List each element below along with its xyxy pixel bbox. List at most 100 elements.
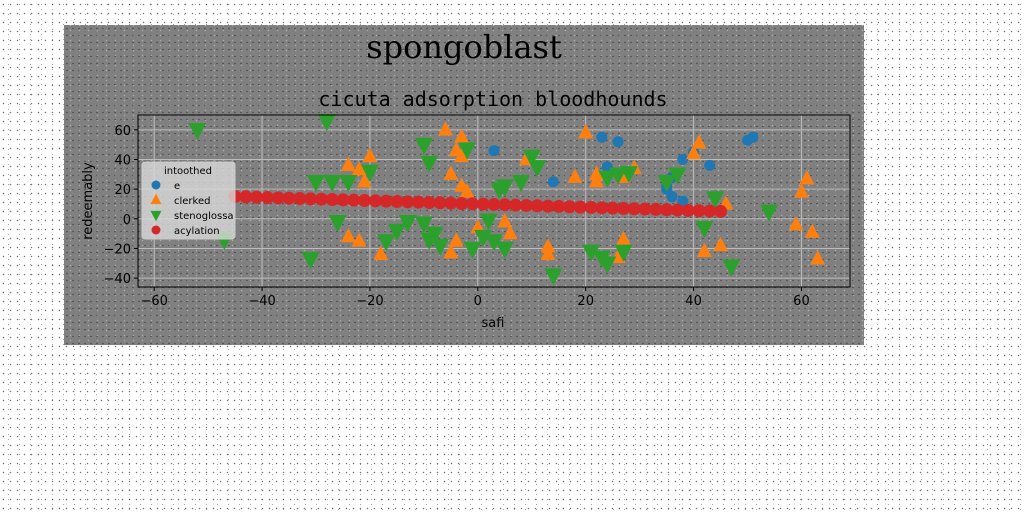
data-point-stenoglossa <box>301 252 320 270</box>
data-point-stenoglossa <box>495 241 514 259</box>
data-point-stenoglossa <box>360 164 379 182</box>
data-point-clerked <box>713 236 729 252</box>
x-tick-label: −20 <box>356 294 383 309</box>
legend: intoothed e clerked stenoglossa acylation <box>141 161 236 240</box>
data-point-stenoglossa <box>657 174 676 193</box>
data-point-stenoglossa <box>582 244 601 262</box>
data-point-acylation <box>552 199 566 213</box>
legend-label-acylation: acylation <box>174 226 220 237</box>
data-point-clerked <box>459 183 475 198</box>
x-tick-label: 40 <box>685 294 702 309</box>
data-point-acylation <box>498 198 512 212</box>
data-point-clerked <box>691 134 707 149</box>
data-point-acylation <box>573 200 587 214</box>
legend-label-e: e <box>174 181 180 192</box>
legend-marker-stenoglossa <box>150 210 162 222</box>
data-point-acylation <box>250 190 264 204</box>
data-point-e <box>547 176 559 188</box>
data-point-stenoglossa <box>328 215 347 233</box>
data-point-clerked <box>567 168 583 183</box>
data-point-clerked <box>443 165 459 180</box>
data-point-stenoglossa <box>317 114 336 132</box>
chart-title: cicuta adsorption bloodhounds <box>318 87 667 111</box>
legend-marker-e <box>151 180 161 190</box>
data-point-clerked <box>497 213 513 228</box>
data-point-acylation <box>714 204 728 218</box>
legend-box <box>141 161 236 240</box>
data-point-acylation <box>444 196 458 210</box>
data-point-stenoglossa <box>474 229 493 247</box>
data-point-clerked <box>443 244 459 259</box>
y-tick-label: 40 <box>114 153 131 168</box>
y-tick-label: 20 <box>114 183 131 198</box>
data-point-stenoglossa <box>528 160 547 178</box>
data-point-e <box>612 136 624 148</box>
data-point-stenoglossa <box>695 220 714 239</box>
data-point-e <box>596 131 608 143</box>
data-point-acylation <box>358 194 372 208</box>
data-point-acylation <box>422 195 436 209</box>
data-point-acylation <box>649 202 663 216</box>
data-point-acylation <box>660 203 674 217</box>
data-point-acylation <box>703 204 717 218</box>
data-point-acylation <box>509 198 523 212</box>
data-point-clerked <box>454 128 470 143</box>
data-point-acylation <box>692 204 706 218</box>
legend-title: intoothed <box>164 166 212 177</box>
data-point-e <box>677 153 689 165</box>
data-point-stenoglossa <box>414 216 433 234</box>
data-point-acylation <box>379 194 393 208</box>
data-point-clerked <box>788 216 804 231</box>
data-point-stenoglossa <box>458 142 477 160</box>
data-point-clerked <box>588 173 604 188</box>
data-point-e <box>488 145 500 157</box>
data-point-clerked <box>502 224 518 240</box>
data-point-clerked <box>437 121 453 136</box>
data-point-stenoglossa <box>387 223 406 242</box>
data-point-stenoglossa <box>307 174 325 193</box>
series-clerked <box>340 121 826 265</box>
plot-marks <box>188 114 826 286</box>
data-point-acylation <box>336 193 350 207</box>
legend-marker-clerked <box>150 193 162 205</box>
data-point-acylation <box>681 203 695 217</box>
data-point-acylation <box>411 195 425 209</box>
data-point-clerked <box>588 165 604 180</box>
y-tick-label: 60 <box>114 124 131 139</box>
data-point-acylation <box>519 198 533 212</box>
data-point-stenoglossa <box>544 268 563 286</box>
data-point-acylation <box>595 201 609 215</box>
data-point-clerked <box>357 173 373 188</box>
data-point-acylation <box>563 200 577 214</box>
data-point-acylation <box>455 196 469 210</box>
data-point-clerked <box>804 223 820 238</box>
data-point-clerked <box>696 242 712 258</box>
plot-frame <box>137 114 851 288</box>
data-point-acylation <box>293 192 307 206</box>
data-point-stenoglossa <box>722 259 741 277</box>
legend-label-stenoglossa: stenoglossa <box>174 211 234 222</box>
data-point-stenoglossa <box>598 256 617 274</box>
data-point-clerked <box>470 219 486 234</box>
data-point-acylation <box>282 191 296 205</box>
data-point-clerked <box>340 227 356 243</box>
x-tick-label: 60 <box>793 294 810 309</box>
data-point-stenoglossa <box>323 174 342 193</box>
data-point-stenoglossa <box>614 244 633 262</box>
data-point-stenoglossa <box>414 137 433 156</box>
data-point-acylation <box>433 196 447 210</box>
data-point-clerked <box>373 245 389 261</box>
figure: spongoblast cicuta adsorption bloodhound… <box>64 25 864 345</box>
data-point-e <box>704 159 716 171</box>
data-point-stenoglossa <box>522 149 541 167</box>
data-point-acylation <box>271 191 285 205</box>
data-point-stenoglossa <box>511 174 530 193</box>
data-point-clerked <box>793 183 809 198</box>
data-point-acylation <box>314 192 328 206</box>
series-stenoglossa <box>188 114 779 286</box>
data-point-acylation <box>616 201 630 215</box>
figure-suptitle: spongoblast <box>366 28 562 66</box>
data-point-clerked <box>578 124 594 139</box>
data-point-clerked <box>351 232 367 247</box>
data-point-stenoglossa <box>485 234 503 252</box>
